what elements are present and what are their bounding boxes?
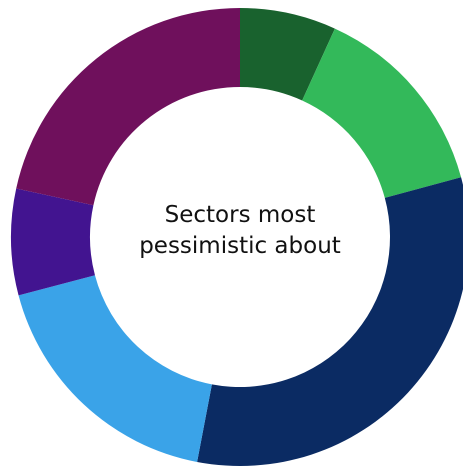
donut-slice-2 <box>302 28 462 198</box>
donut-slice-3 <box>197 177 463 466</box>
donut-slice-4 <box>18 275 212 462</box>
donut-slice-6 <box>16 8 241 206</box>
center-label: Sectors most pessimistic about <box>112 200 368 262</box>
donut-slice-5 <box>10 188 95 296</box>
center-label-line-1: Sectors most <box>164 202 316 228</box>
donut-slice-1 <box>240 8 335 101</box>
center-label-line-2: pessimistic about <box>139 233 341 259</box>
